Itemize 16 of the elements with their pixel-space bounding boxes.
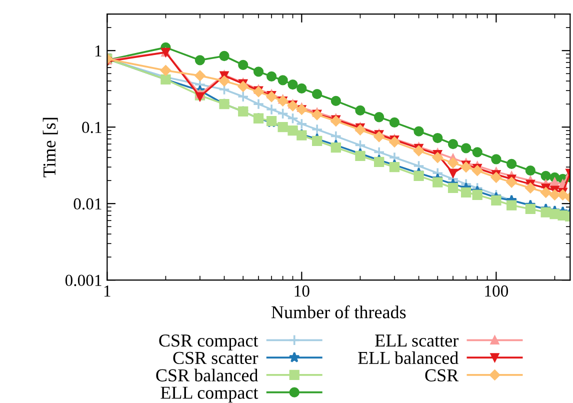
legend-label: ELL compact [160,386,258,402]
legend-label: ELL balanced [358,351,458,364]
y-tick-label: 0.01 [74,198,102,210]
legend-label: ELL scatter [375,334,458,347]
legend-label: CSR scatter [173,352,258,364]
y-tick-label: 0.1 [82,122,102,134]
x-tick-label: 10 [294,285,310,297]
y-tick-label: 0.001 [65,274,102,286]
x-tick-label: 100 [485,285,508,297]
x-tick-label: 1 [104,286,110,297]
y-tick-label: 1 [95,45,102,56]
legend-label: CSR balanced [156,368,258,382]
legend-label: CSR compact [159,334,258,350]
y-axis-title: Time [s] [42,118,58,178]
x-axis-title: Number of threads [271,305,406,318]
legend-label: CSR [425,369,459,382]
